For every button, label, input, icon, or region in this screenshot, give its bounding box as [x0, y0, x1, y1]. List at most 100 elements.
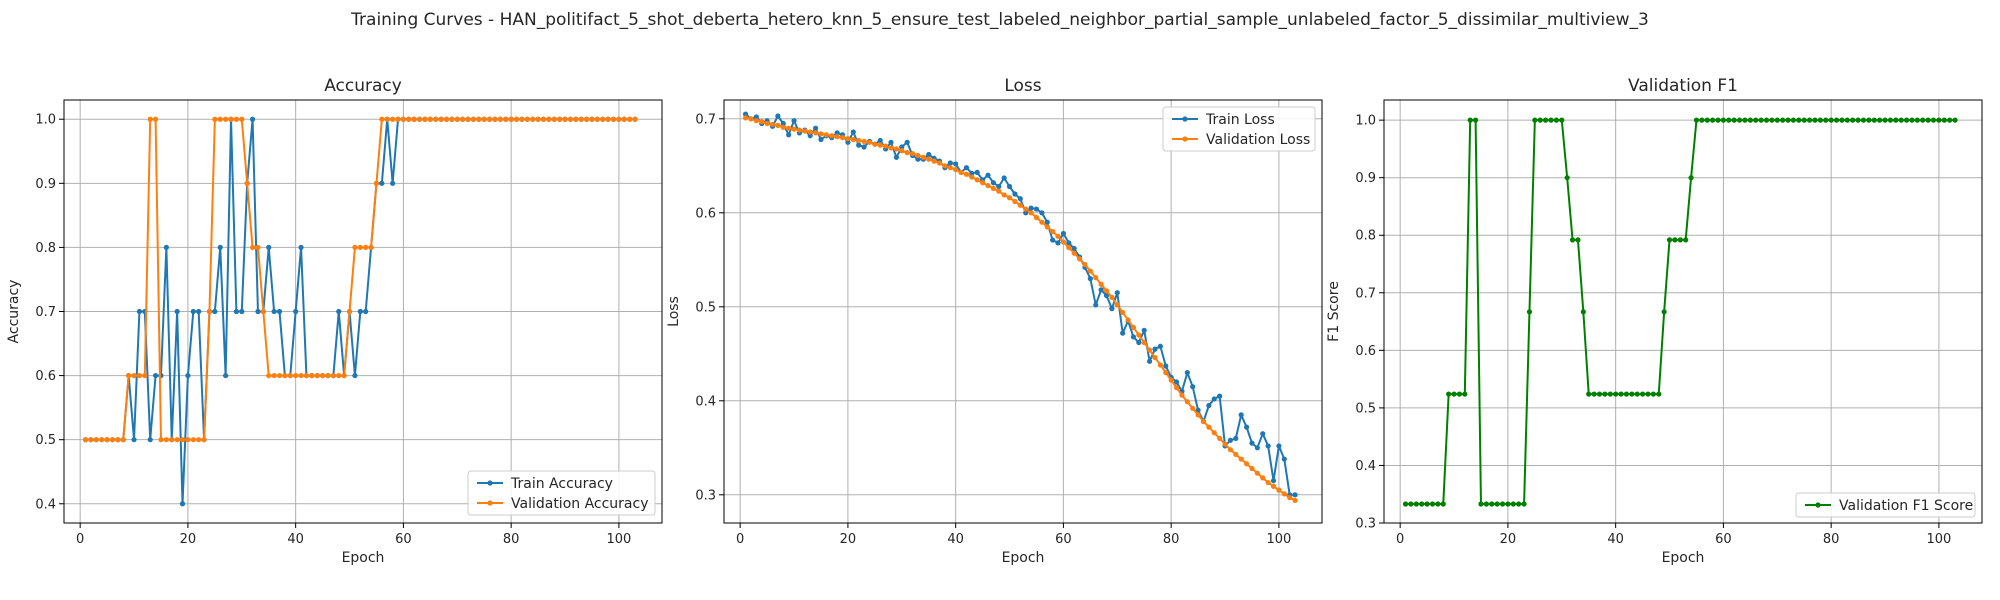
- data-point: [293, 308, 299, 315]
- data-point: [1039, 219, 1045, 225]
- data-point: [1109, 306, 1115, 312]
- data-point: [1260, 431, 1266, 437]
- data-point: [465, 116, 471, 122]
- data-point: [1281, 491, 1287, 497]
- data-point: [1292, 497, 1298, 504]
- data-point: [239, 308, 245, 315]
- data-point: [1645, 391, 1651, 397]
- data-point: [1195, 407, 1201, 413]
- data-point: [861, 138, 867, 144]
- data-point: [1559, 117, 1565, 123]
- data-point: [1260, 475, 1266, 481]
- data-point: [1163, 370, 1169, 376]
- data-point: [190, 437, 196, 443]
- data-point: [1785, 117, 1791, 123]
- data-point: [298, 244, 304, 251]
- data-point: [152, 116, 159, 122]
- data-point: [920, 154, 926, 160]
- data-point: [1173, 379, 1180, 385]
- data-point: [1087, 276, 1093, 282]
- data-point: [1136, 339, 1142, 346]
- data-point: [1243, 461, 1250, 467]
- data-point: [963, 165, 970, 171]
- x-tick-label: 60: [1055, 532, 1072, 547]
- data-point: [239, 116, 245, 122]
- data-point: [845, 135, 851, 142]
- data-point: [1602, 391, 1608, 397]
- data-point: [228, 116, 234, 122]
- data-point: [1801, 117, 1807, 123]
- data-point: [282, 372, 288, 379]
- legend-label: Validation Loss: [1206, 132, 1310, 148]
- data-point: [1429, 501, 1436, 507]
- data-point: [1860, 117, 1867, 123]
- data-point: [775, 122, 781, 128]
- data-point: [352, 244, 358, 251]
- data-point: [298, 372, 304, 379]
- data-point: [1060, 239, 1067, 245]
- data-point: [406, 116, 412, 122]
- data-point: [759, 119, 765, 125]
- data-point: [1012, 191, 1018, 197]
- data-point: [217, 116, 223, 122]
- y-tick-label: 0.3: [695, 488, 716, 503]
- x-tick-label: 100: [1266, 532, 1291, 547]
- data-point: [1844, 117, 1850, 123]
- data-point: [1812, 117, 1818, 123]
- y-tick-label: 0.4: [695, 394, 716, 409]
- data-point: [1276, 443, 1282, 449]
- data-point: [492, 116, 498, 122]
- data-point: [1817, 117, 1823, 123]
- data-point: [812, 130, 819, 136]
- x-tick-label: 0: [736, 532, 744, 547]
- y-tick-label: 0.5: [35, 433, 56, 448]
- data-point: [1141, 339, 1147, 346]
- data-point: [1206, 402, 1212, 409]
- data-point: [363, 308, 369, 315]
- data-point: [1839, 117, 1845, 123]
- data-point: [487, 116, 493, 122]
- data-point: [888, 145, 894, 151]
- data-point: [519, 116, 525, 122]
- data-point: [877, 137, 883, 144]
- data-point: [1200, 418, 1207, 425]
- x-tick-label: 20: [180, 532, 197, 547]
- data-point: [812, 125, 819, 131]
- legend-marker: [487, 480, 493, 486]
- data-point: [1446, 391, 1452, 397]
- data-point: [872, 141, 878, 147]
- x-tick-label: 100: [1926, 532, 1951, 547]
- data-point: [357, 308, 363, 315]
- data-point: [115, 437, 121, 443]
- chart-panel-2: 0 20 40 60 80 100 0.3 0.4 0.5 0.6 0.7 Loss Epoch Loss…: [666, 76, 1323, 566]
- plot-frame: [1383, 99, 1983, 524]
- data-point: [163, 437, 169, 443]
- data-point: [190, 308, 196, 315]
- chart-title: Loss: [1004, 76, 1041, 96]
- y-tick-label: 0.8: [1355, 229, 1376, 244]
- data-point: [303, 372, 310, 379]
- data-point: [1435, 501, 1441, 507]
- data-point: [1607, 391, 1613, 397]
- legend: Train Loss Validation Loss: [1162, 106, 1316, 152]
- data-point: [1238, 456, 1244, 462]
- data-point: [990, 185, 996, 191]
- data-point: [818, 136, 824, 143]
- data-point: [1456, 391, 1463, 397]
- data-point: [1618, 391, 1624, 397]
- data-point: [163, 244, 169, 251]
- data-point: [390, 116, 396, 122]
- data-point: [985, 182, 991, 189]
- data-point: [742, 115, 749, 121]
- data-point: [621, 116, 627, 122]
- data-point: [336, 308, 342, 315]
- data-point: [1287, 495, 1293, 501]
- data-point: [1650, 391, 1656, 397]
- data-point: [1147, 347, 1153, 353]
- data-point: [1548, 117, 1554, 123]
- data-point: [850, 129, 856, 135]
- data-point: [856, 142, 862, 148]
- data-point: [271, 372, 277, 379]
- y-tick-label: 0.7: [1355, 286, 1376, 301]
- data-point: [1249, 440, 1255, 446]
